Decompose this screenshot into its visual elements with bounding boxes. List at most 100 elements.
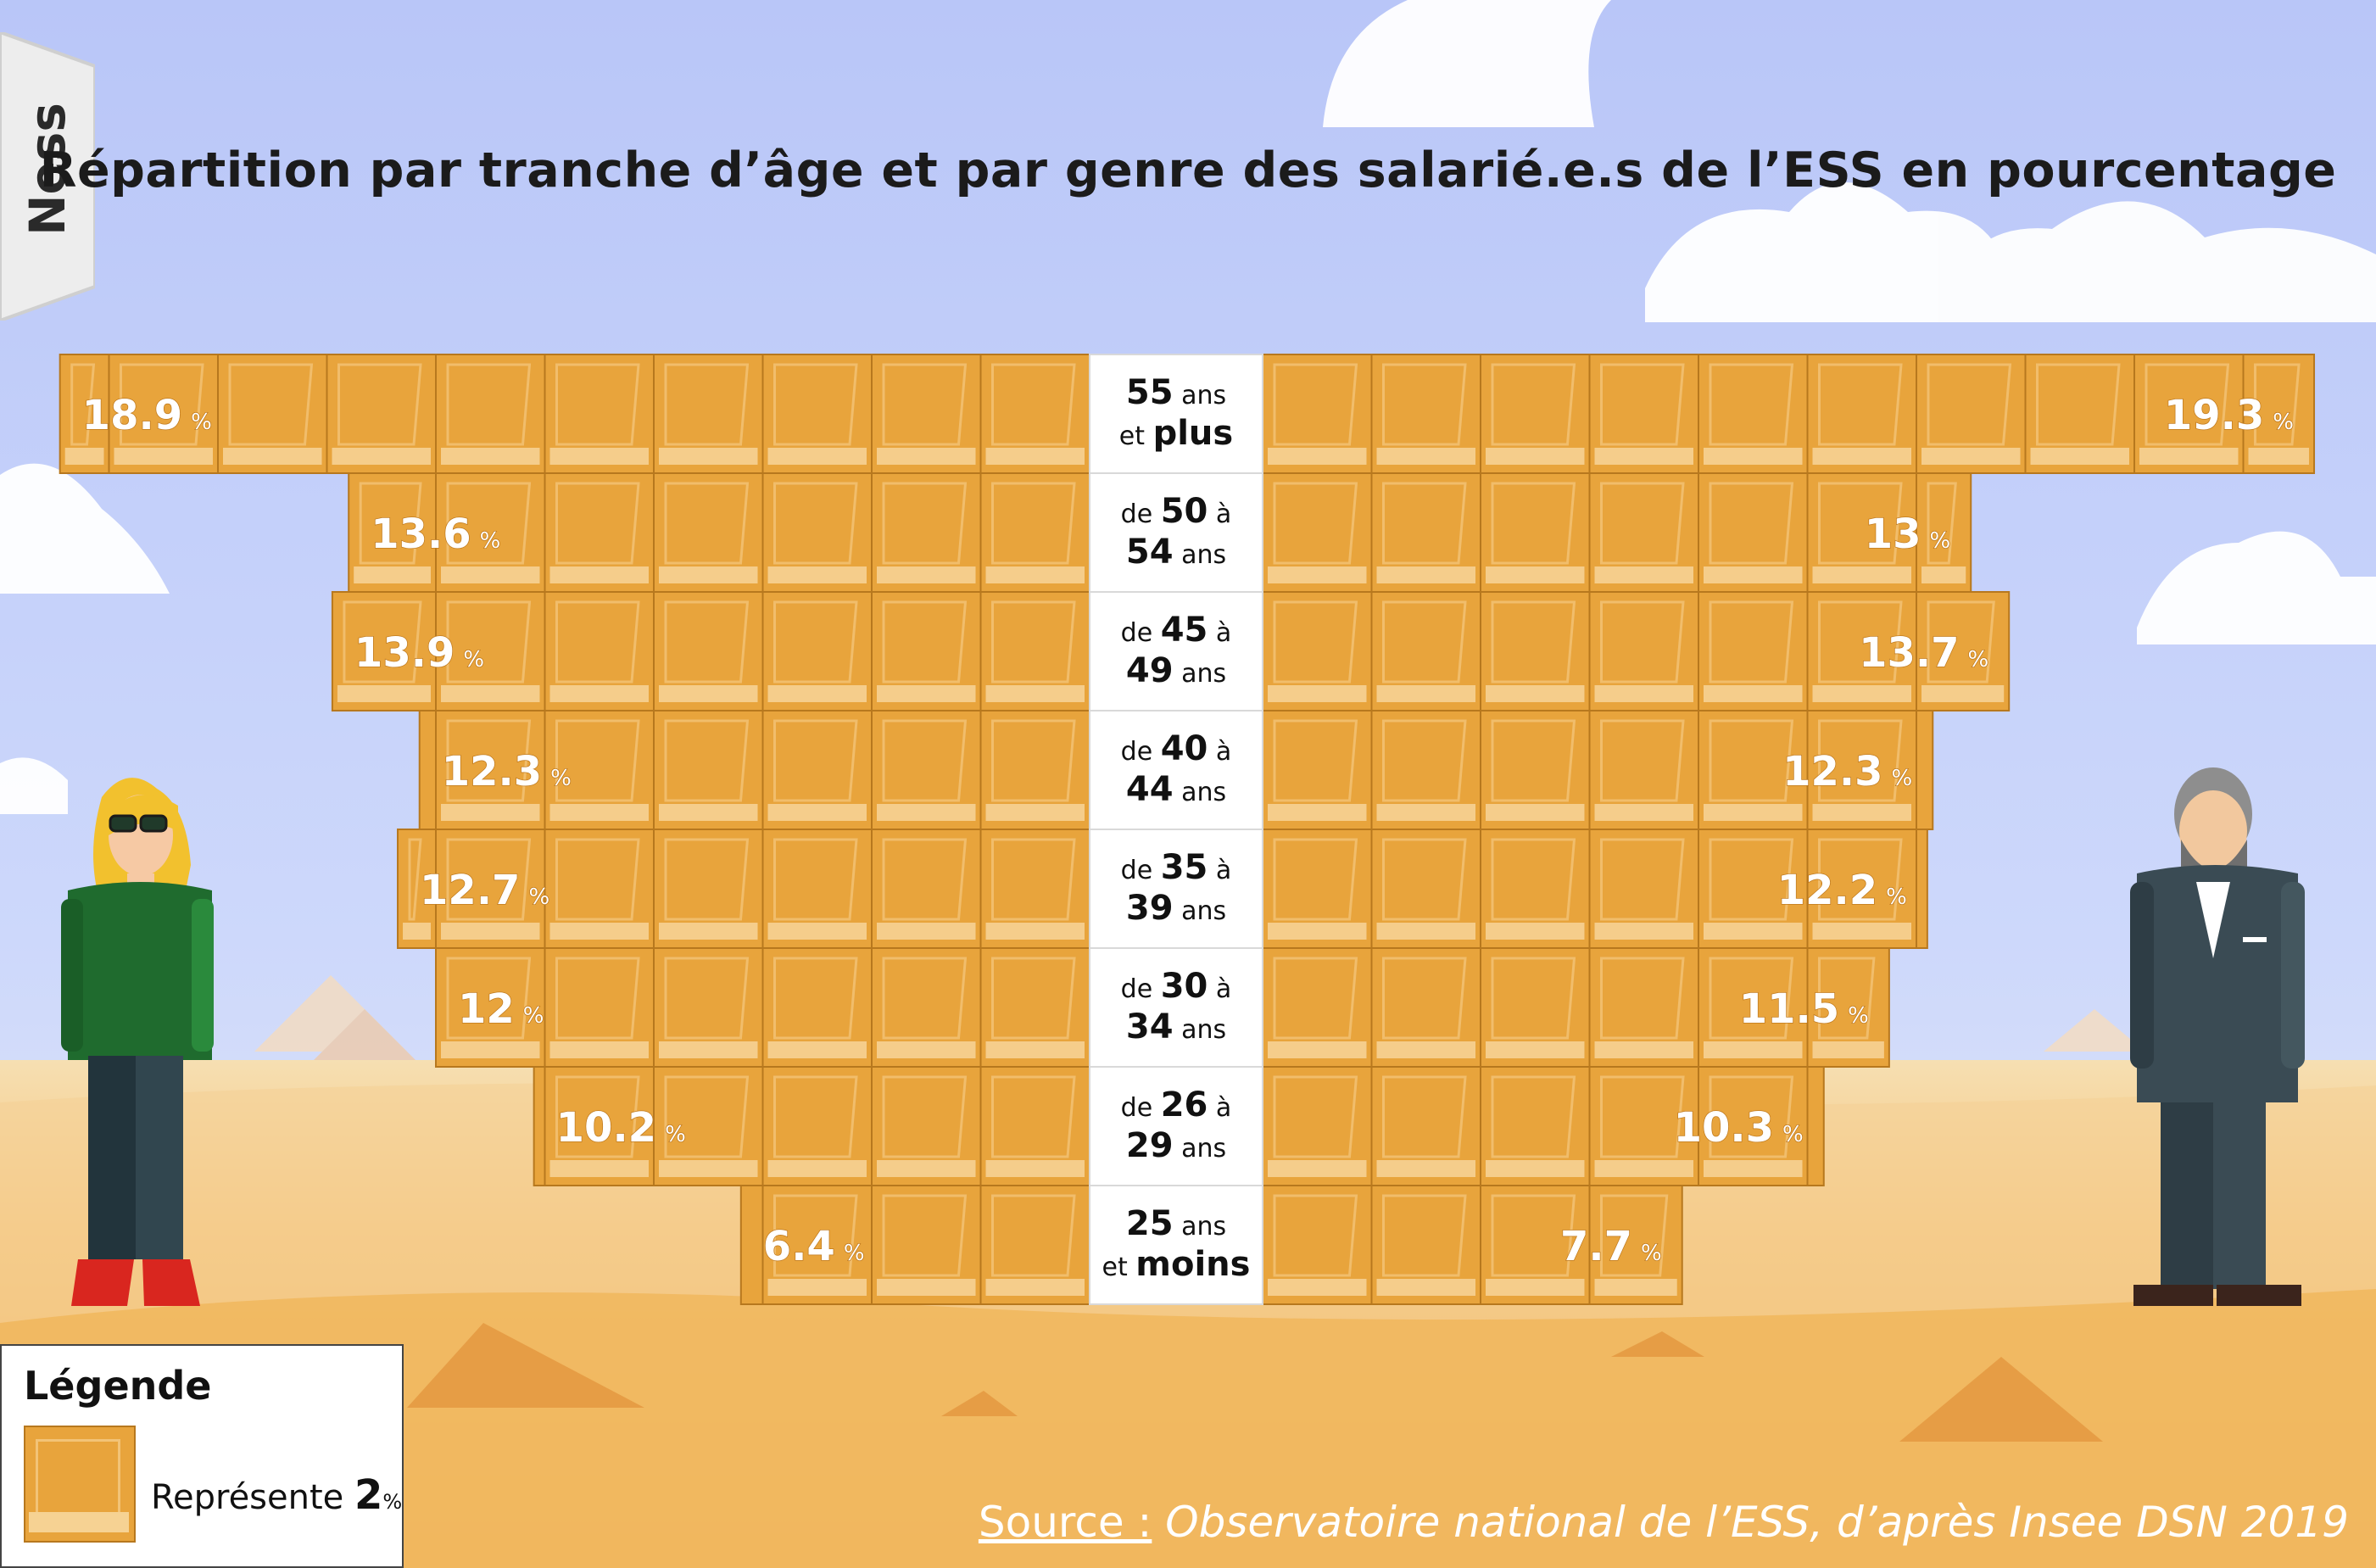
bar-left: [59, 354, 1090, 474]
category-label: 55 ans: [1126, 373, 1226, 412]
bar-block: [435, 354, 546, 474]
bar-block: [1916, 354, 2027, 474]
category-cell: [1089, 947, 1263, 1068]
bar-block: [1480, 829, 1591, 949]
value-label: 13.6%: [371, 511, 500, 558]
bar-block: [1806, 354, 1917, 474]
bar-block: [871, 829, 982, 949]
bar-block: [2024, 354, 2135, 474]
bar-block: [1698, 947, 1809, 1068]
category-label: 25 ans: [1126, 1204, 1226, 1243]
bar-block: [544, 1066, 655, 1186]
bar-block: [397, 829, 437, 949]
bar-block: [1480, 591, 1591, 711]
bar-block: [435, 710, 546, 830]
bar-block: [1262, 710, 1373, 830]
bar-block: [871, 472, 982, 593]
value-label: 12.3%: [442, 748, 572, 795]
value-label: 12%: [458, 985, 544, 1033]
bar-block: [2133, 354, 2245, 474]
legend-title: Légende: [24, 1363, 212, 1409]
category-label: de 50 à: [1121, 492, 1232, 531]
bar-block: [1916, 472, 1972, 593]
bar-block: [544, 354, 655, 474]
bar-block: [1588, 829, 1699, 949]
bar-block: [761, 1066, 873, 1186]
value-label: 19.3%: [2164, 392, 2294, 439]
woman-figure: [61, 778, 214, 1306]
category-label: de 35 à: [1121, 848, 1232, 887]
bar-block: [435, 829, 546, 949]
bar-block: [1806, 1066, 1825, 1186]
bar-block: [761, 472, 873, 593]
legend-box: Légende Représente 2%: [0, 1344, 404, 1568]
bar-block: [1480, 472, 1591, 593]
bar-block: [418, 710, 438, 830]
bar-block: [1480, 1185, 1591, 1305]
bar-right: [1262, 472, 1972, 593]
bar-block: [1588, 472, 1699, 593]
bar-block: [653, 472, 764, 593]
category-label: de 26 à: [1121, 1085, 1232, 1124]
category-label: 54 ans: [1126, 533, 1226, 572]
bar-block: [1262, 354, 1373, 474]
bar-block: [1916, 710, 1934, 830]
bar-block: [979, 829, 1090, 949]
bar-block: [1262, 829, 1373, 949]
man-figure: [2130, 767, 2305, 1306]
bar-block: [1588, 354, 1699, 474]
bar-block: [1262, 1066, 1373, 1186]
bar-block: [1806, 710, 1917, 830]
bar-block: [653, 354, 764, 474]
bar-block: [761, 591, 873, 711]
value-label: 13%: [1865, 511, 1951, 558]
category-label: 44 ans: [1126, 770, 1226, 809]
category-label: de 30 à: [1121, 967, 1232, 1006]
bar-block: [1698, 1066, 1809, 1186]
bar-left: [418, 710, 1090, 830]
bar-block: [1480, 710, 1591, 830]
bar-block: [217, 354, 328, 474]
bar-block: [979, 591, 1090, 711]
bar-right: [1262, 1185, 1683, 1305]
bar-block: [1262, 1185, 1373, 1305]
bar-block: [761, 354, 873, 474]
bar-block: [544, 472, 655, 593]
value-label: 6.4%: [763, 1223, 865, 1270]
bar-block: [979, 354, 1090, 474]
value-label: 11.5%: [1739, 985, 1869, 1033]
category-cell: [1089, 1185, 1263, 1305]
bar-left: [533, 1066, 1090, 1186]
bar-block: [871, 1185, 982, 1305]
bar-right: [1262, 354, 2316, 474]
category-label: et moins: [1102, 1245, 1251, 1284]
bar-block: [544, 947, 655, 1068]
bar-right: [1262, 1066, 1825, 1186]
bar-block: [871, 1066, 982, 1186]
bar-block: [1916, 829, 1928, 949]
bar-block: [544, 710, 655, 830]
bar-right: [1262, 591, 2011, 711]
bar-block: [871, 710, 982, 830]
bar-block: [1698, 710, 1809, 830]
bar-block: [871, 947, 982, 1068]
value-label: 10.2%: [556, 1104, 686, 1152]
bar-block: [739, 1185, 764, 1305]
category-label: 34 ans: [1126, 1007, 1226, 1046]
bar-block: [761, 947, 873, 1068]
bar-block: [1370, 829, 1481, 949]
bar-block: [331, 591, 437, 711]
bar-block: [544, 829, 655, 949]
category-label: 39 ans: [1126, 889, 1226, 928]
value-label: 13.9%: [354, 629, 484, 677]
bar-left: [397, 829, 1090, 949]
value-label: 18.9%: [82, 392, 212, 439]
bar-block: [653, 710, 764, 830]
bar-block: [533, 1066, 546, 1186]
bar-block: [1480, 1066, 1591, 1186]
bar-block: [1698, 591, 1809, 711]
category-cell: [1089, 591, 1263, 711]
legend-unit: %: [382, 1490, 403, 1514]
